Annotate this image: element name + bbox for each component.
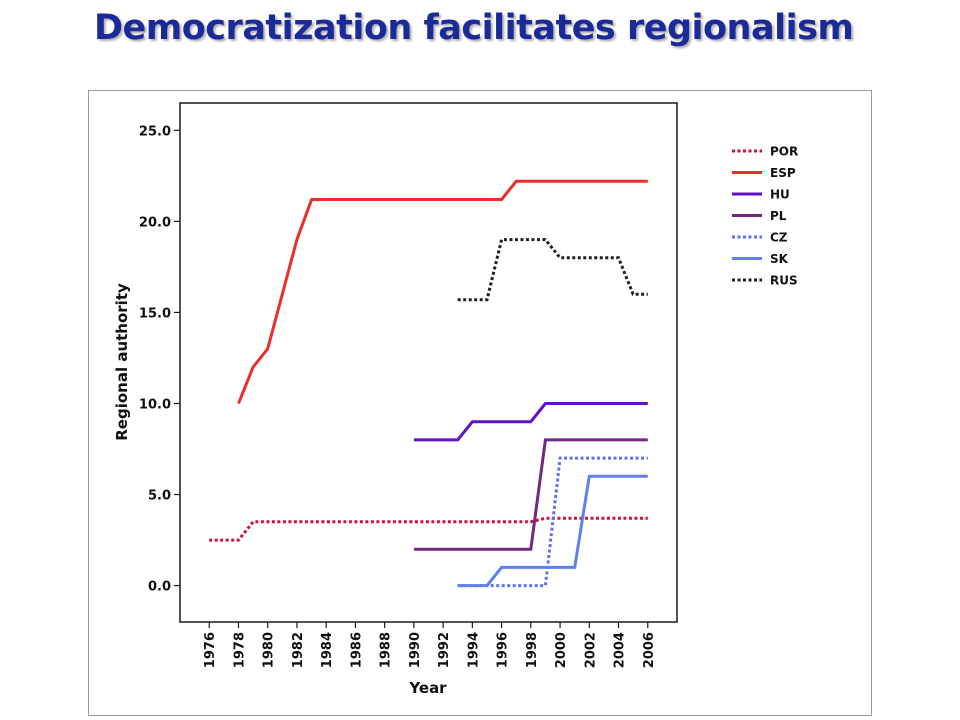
x-axis-title: Year — [408, 679, 447, 697]
series-line-pl — [413, 438, 648, 551]
legend-label-esp: ESP — [770, 166, 796, 180]
y-axis-ticks: 0.0 5.0 10.0 15.0 20.0 25.0 — [139, 124, 180, 595]
y-tick-label: 10.0 — [139, 397, 171, 412]
x-tick-label: 1980 — [262, 632, 277, 668]
y-tick-label: 20.0 — [139, 215, 171, 230]
x-tick-label: 1976 — [203, 632, 218, 668]
x-tick-label: 1994 — [466, 632, 481, 668]
x-tick-label: 1990 — [408, 632, 423, 668]
legend-label-cz: CZ — [770, 231, 788, 245]
x-tick-label: 2000 — [554, 632, 569, 668]
legend-label-por: POR — [770, 145, 798, 159]
legend-label-hu: HU — [770, 188, 790, 202]
x-tick-label: 1982 — [291, 632, 306, 668]
legend: POR ESP HU PL CZ SK RUS — [732, 145, 798, 288]
legend-label-sk: SK — [770, 252, 789, 266]
series-line-esp — [237, 179, 648, 405]
x-tick-label: 1986 — [349, 632, 364, 668]
series-line-cz — [457, 456, 648, 588]
y-tick-label: 15.0 — [139, 306, 171, 321]
x-tick-label: 2004 — [613, 632, 628, 668]
x-tick-label: 2006 — [642, 632, 657, 668]
slide-title: Democratization facilitates regionalism — [94, 8, 854, 48]
series-line-rus — [457, 238, 648, 302]
x-tick-label: 1992 — [437, 632, 452, 668]
y-axis-title: Regional authority — [113, 283, 131, 441]
y-tick-label: 0.0 — [148, 580, 171, 595]
x-tick-label: 1996 — [496, 632, 511, 668]
x-tick-label: 2002 — [583, 632, 598, 668]
chart-frame: 1976 1978 1980 1982 1984 1986 1988 1990 1992 1994… — [88, 90, 872, 716]
legend-label-pl: PL — [770, 209, 787, 223]
x-tick-label: 1998 — [525, 632, 540, 668]
x-axis-ticks: 1976 1978 1980 1982 1984 1986 1988 1990 1992 1994… — [203, 622, 657, 668]
plot-area — [179, 102, 678, 623]
x-tick-label: 1988 — [379, 632, 394, 668]
x-tick-label: 1978 — [232, 632, 247, 668]
line-chart: 1976 1978 1980 1982 1984 1986 1988 1990 1992 1994… — [113, 102, 798, 697]
legend-label-rus: RUS — [770, 274, 798, 288]
y-tick-label: 25.0 — [139, 124, 171, 139]
series-line-sk — [457, 474, 648, 588]
y-tick-label: 5.0 — [148, 489, 171, 504]
series-line-hu — [413, 402, 648, 442]
x-tick-label: 1984 — [320, 632, 335, 668]
series-lines — [209, 179, 648, 588]
series-line-por — [209, 516, 648, 542]
